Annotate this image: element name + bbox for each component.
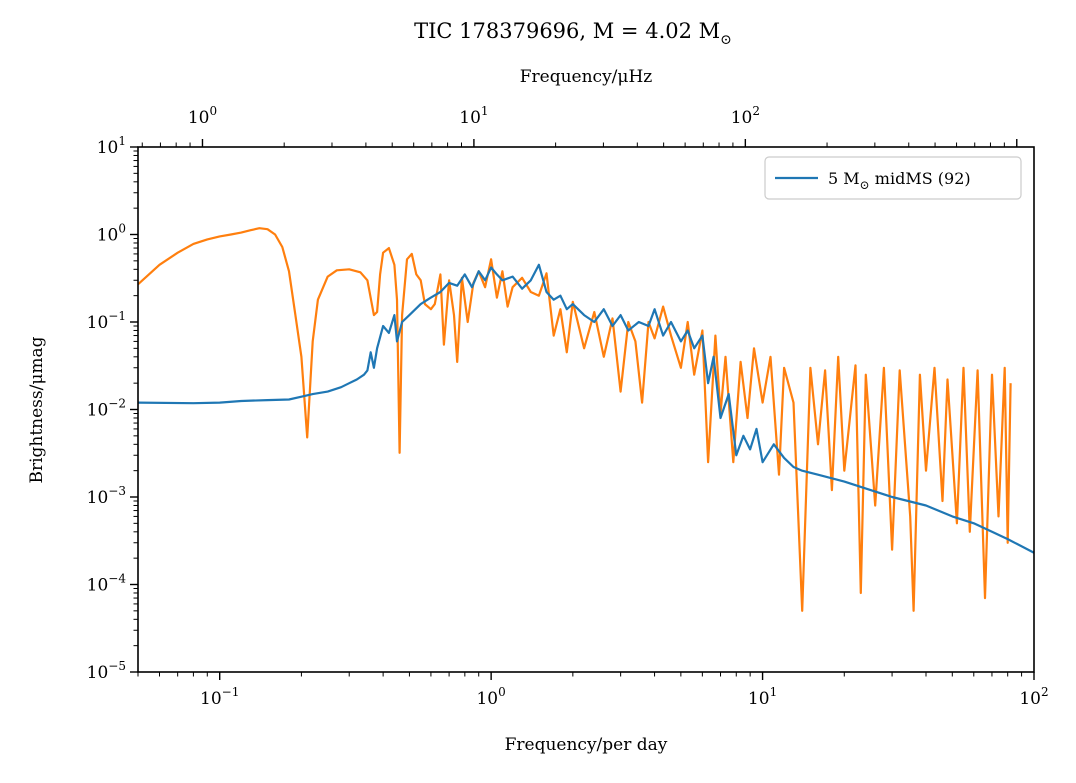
legend-entry: 5 M⊙ midMS (92) — [828, 169, 971, 192]
x-tick-label-exp: 1 — [770, 685, 778, 699]
y-tick-label: 10−1 — [87, 309, 126, 333]
y-tick-label-exp: −5 — [108, 659, 126, 673]
x-tick-label-base: 10 — [476, 689, 498, 709]
legend: 5 M⊙ midMS (92) — [764, 156, 1022, 200]
x-tick-label-base: 10 — [748, 689, 770, 709]
x-tick-label-exp: −1 — [222, 685, 240, 699]
x-tick-label-exp: 2 — [1041, 685, 1049, 699]
y-tick-label-exp: −3 — [108, 484, 126, 498]
legend-entry-suffix: midMS (92) — [870, 169, 971, 188]
chart-title: TIC 178379696, M = 4.02 M⊙ — [414, 19, 732, 48]
y-tick-label: 101 — [97, 134, 126, 158]
x-tick-label: 10−1 — [200, 685, 239, 709]
x-tick-label-base: 10 — [1019, 689, 1041, 709]
x2-tick-label-exp: 0 — [209, 104, 217, 118]
legend-entry-text: 5 M — [828, 169, 860, 188]
y-tick-label-base: 10 — [87, 576, 109, 596]
x2-tick-label-base: 10 — [188, 108, 210, 128]
y-tick-label-base: 10 — [87, 313, 109, 333]
x-tick-label-exp: 0 — [498, 685, 506, 699]
y-tick-label: 10−4 — [87, 572, 127, 596]
y-tick-label-exp: −2 — [108, 397, 126, 411]
sun-symbol-legend: ⊙ — [860, 178, 870, 192]
series-line-model — [138, 263, 1034, 554]
x2-axis-label: Frequency/μHz — [520, 67, 653, 87]
sun-symbol-title: ⊙ — [720, 32, 732, 48]
y-tick-label: 10−2 — [87, 397, 126, 421]
x-axis-label: Frequency/per day — [505, 735, 668, 755]
chart-title-text: TIC 178379696, M = 4.02 M — [414, 19, 720, 43]
y-tick-label-exp: −4 — [108, 572, 126, 586]
y-axis-label: Brightness/μmag — [27, 336, 47, 483]
x2-tick-label-exp: 1 — [481, 104, 489, 118]
x2-tick-label: 100 — [188, 104, 217, 128]
x2-tick-label: 102 — [731, 104, 760, 128]
x2-tick-label-base: 10 — [459, 108, 481, 128]
plot-frame — [137, 146, 1035, 673]
y-tick-label-exp: −1 — [108, 309, 126, 323]
y-tick-label: 10−3 — [87, 484, 126, 508]
y-tick-label-exp: 1 — [118, 134, 126, 148]
y-tick-label-exp: 0 — [118, 222, 126, 236]
x2-tick-label-exp: 2 — [752, 104, 760, 118]
x-tick-label: 100 — [476, 685, 505, 709]
legend-box — [764, 156, 1022, 200]
y-tick-label: 100 — [97, 222, 126, 246]
x-tick-label: 102 — [1019, 685, 1048, 709]
y-tick-label-base: 10 — [87, 401, 109, 421]
x2-tick-label: 101 — [459, 104, 488, 128]
series-line-observed — [138, 227, 1012, 612]
y-tick-label: 10−5 — [87, 659, 126, 683]
series-group — [138, 227, 1034, 612]
x-tick-label-base: 10 — [200, 689, 222, 709]
y-tick-label-base: 10 — [87, 488, 109, 508]
y-tick-label-base: 10 — [97, 138, 119, 158]
y-tick-label-base: 10 — [97, 226, 119, 246]
x-tick-label: 101 — [748, 685, 777, 709]
x2-tick-label-base: 10 — [731, 108, 753, 128]
y-tick-label-base: 10 — [87, 663, 109, 683]
